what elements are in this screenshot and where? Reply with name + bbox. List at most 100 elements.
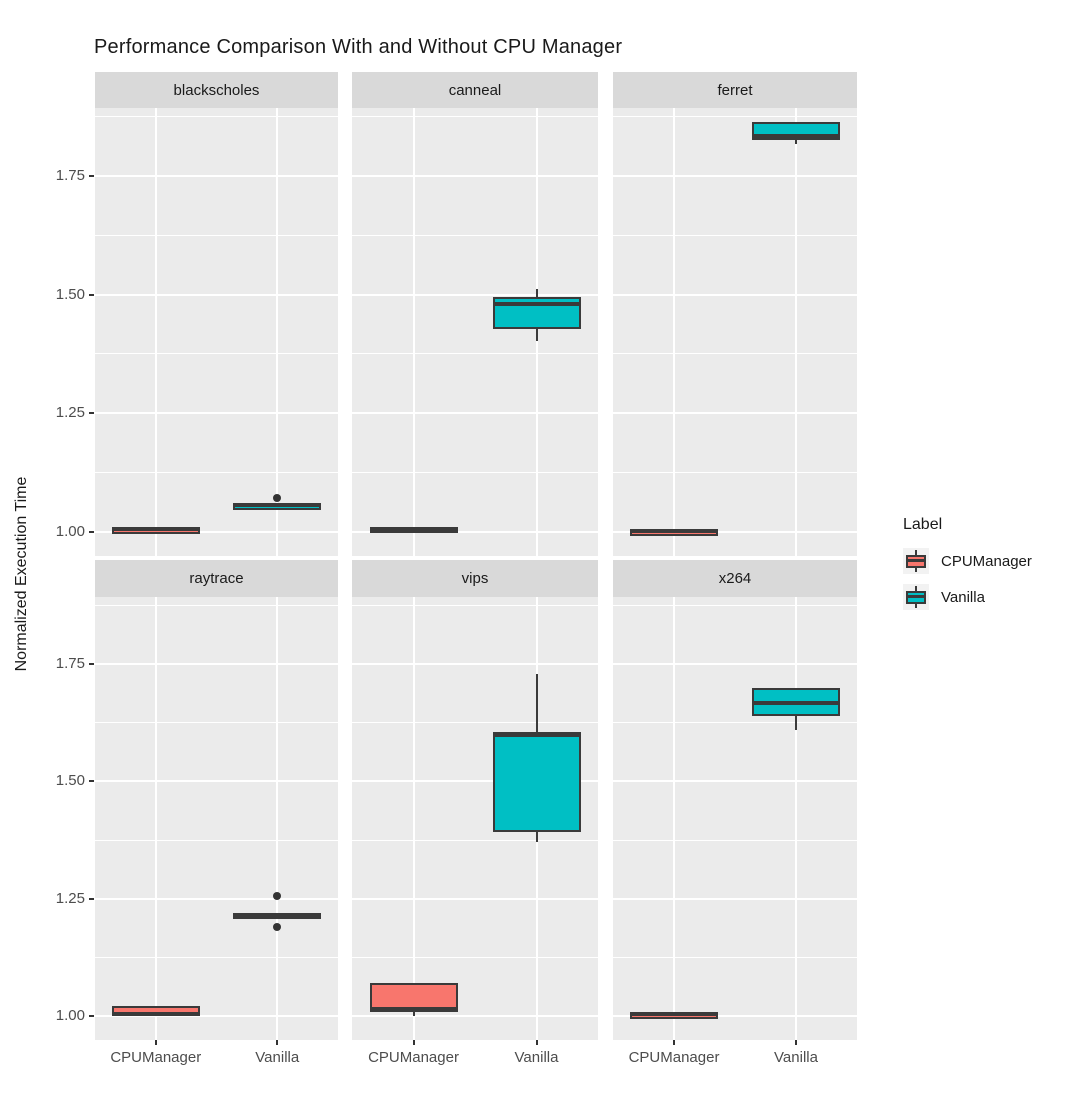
gridline-minor: [352, 116, 598, 118]
gridline-major: [613, 412, 857, 415]
x-tick-mark: [795, 1040, 797, 1045]
gridline-minor: [613, 722, 857, 724]
outlier-point: [273, 922, 282, 931]
gridline-minor: [95, 839, 338, 841]
gridline-minor: [613, 839, 857, 841]
median-raytrace-CPUManager: [111, 1012, 200, 1017]
legend: Label CPUManager Vanilla: [903, 516, 1032, 620]
gridline-vertical: [154, 108, 157, 556]
legend-item-label: CPUManager: [941, 552, 1032, 570]
boxplot-key-icon: [903, 548, 929, 574]
gridline-minor: [95, 353, 338, 355]
gridline-vertical: [276, 597, 279, 1040]
facet-strip-ferret: ferret: [613, 72, 857, 108]
facet-strip-vips: vips: [352, 560, 598, 597]
median-blackscholes-CPUManager: [111, 527, 200, 532]
gridline-vertical: [673, 108, 675, 556]
whisker-lower: [412, 1012, 415, 1017]
boxplot-key-icon: [903, 584, 929, 610]
y-tick-label: 1.00: [55, 522, 85, 540]
y-tick-mark: [89, 293, 94, 296]
gridline-minor: [352, 604, 598, 606]
facet-panel-x264: [613, 597, 857, 1040]
y-tick-label: 1.75: [55, 166, 85, 184]
gridline-minor: [613, 956, 857, 958]
gridline-minor: [613, 234, 857, 236]
gridline-vertical: [412, 108, 415, 556]
gridline-minor: [352, 234, 598, 236]
gridline-major: [95, 780, 338, 783]
median-vips-Vanilla: [492, 733, 581, 738]
gridline-major: [352, 780, 598, 783]
facet-panel-raytrace: [95, 597, 338, 1040]
gridline-minor: [613, 471, 857, 473]
gridline-major: [352, 897, 598, 900]
gridline-major: [352, 530, 598, 533]
y-tick-mark: [89, 412, 94, 415]
median-x264-CPUManager: [630, 1012, 718, 1017]
gridline-minor: [613, 116, 857, 118]
gridline-minor: [613, 604, 857, 606]
x-tick-label: Vanilla: [255, 1049, 300, 1066]
gridline-minor: [95, 956, 338, 958]
whisker-lower: [535, 832, 538, 843]
gridline-minor: [352, 722, 598, 724]
gridline-major: [95, 530, 338, 533]
gridline-minor: [613, 353, 857, 355]
whisker-lower: [795, 139, 797, 144]
facet-panel-ferret: [613, 108, 857, 556]
gridline-major: [613, 174, 857, 177]
gridline-vertical: [795, 108, 797, 556]
legend-item-vanilla: Vanilla: [903, 584, 1032, 610]
y-tick-label: 1.75: [55, 655, 85, 673]
gridline-major: [613, 780, 857, 783]
facet-strip-canneal: canneal: [352, 72, 598, 108]
median-raytrace-Vanilla: [233, 912, 322, 917]
x-tick-label: CPUManager: [628, 1049, 720, 1066]
outlier-point: [273, 892, 282, 901]
facet-panel-vips: [352, 597, 598, 1040]
gridline-major: [95, 663, 338, 666]
gridline-major: [613, 293, 857, 296]
y-tick-label: 1.25: [55, 889, 85, 907]
y-tick-label: 1.50: [55, 285, 85, 303]
gridline-minor: [95, 722, 338, 724]
box-vips-Vanilla: [492, 732, 581, 833]
gridline-major: [352, 293, 598, 296]
legend-item-cpumanager: CPUManager: [903, 548, 1032, 574]
gridline-major: [95, 293, 338, 296]
gridline-minor: [95, 234, 338, 236]
y-tick-mark: [89, 1015, 94, 1018]
legend-item-label: Vanilla: [941, 588, 985, 606]
median-ferret-CPUManager: [630, 529, 718, 534]
x-tick-label: Vanilla: [774, 1049, 818, 1066]
gridline-minor: [352, 471, 598, 473]
gridline-vertical: [154, 597, 157, 1040]
gridline-vertical: [276, 108, 279, 556]
gridline-major: [352, 174, 598, 177]
x-tick-label: CPUManager: [368, 1049, 459, 1066]
gridline-major: [95, 174, 338, 177]
gridline-minor: [352, 839, 598, 841]
y-tick-mark: [89, 780, 94, 783]
gridline-minor: [352, 956, 598, 958]
gridline-major: [95, 897, 338, 900]
gridline-major: [613, 530, 857, 533]
gridline-major: [95, 1015, 338, 1018]
y-tick-mark: [89, 174, 94, 177]
y-tick-label: 1.00: [55, 1007, 85, 1025]
outlier-point: [273, 493, 282, 502]
y-tick-mark: [89, 663, 94, 666]
gridline-major: [95, 412, 338, 415]
key-median-line: [906, 559, 926, 562]
facet-panel-canneal: [352, 108, 598, 556]
x-tick-mark: [154, 1040, 157, 1045]
facet-strip-x264: x264: [613, 560, 857, 597]
median-vips-CPUManager: [369, 1007, 458, 1012]
gridline-major: [613, 897, 857, 900]
y-tick-label: 1.50: [55, 772, 85, 790]
gridline-vertical: [412, 597, 415, 1040]
gridline-major: [352, 412, 598, 415]
facet-strip-blackscholes: blackscholes: [95, 72, 338, 108]
